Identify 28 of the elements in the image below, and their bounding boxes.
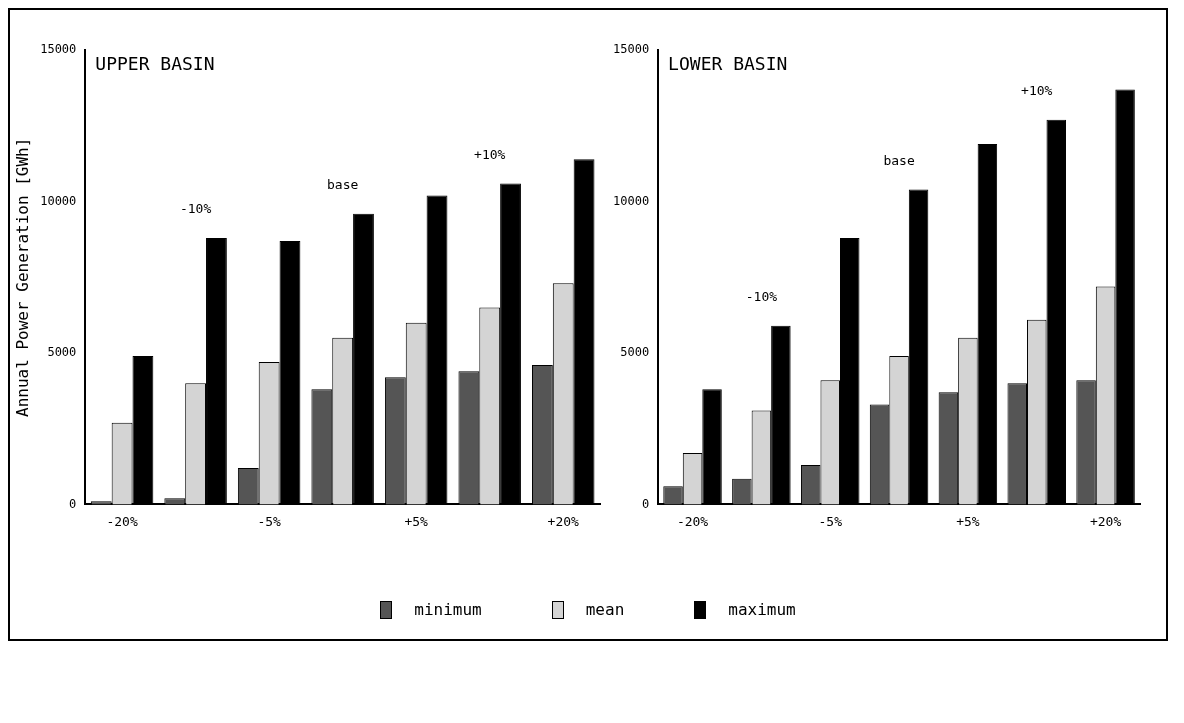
chart-title: LOWER BASIN — [668, 52, 788, 74]
annotation: +10% — [1021, 83, 1053, 99]
x-tick-label: -5% — [818, 513, 843, 529]
x-tick-label: +20% — [1089, 513, 1122, 529]
y-tick-label: 15000 — [40, 42, 77, 57]
chart-title: UPPER BASIN — [95, 52, 215, 74]
y-tick-label: 10000 — [40, 193, 77, 208]
x-tick-label: +5% — [404, 513, 429, 529]
x-tick-label: -5% — [257, 513, 282, 529]
x-tick-label: +5% — [956, 513, 980, 529]
x-tick-label: +20% — [547, 513, 580, 529]
annotation: -10% — [745, 289, 778, 305]
annotation: base — [327, 177, 359, 193]
y-tick-label: 15000 — [613, 42, 650, 57]
y-tick-label: 5000 — [620, 345, 650, 360]
y-axis-title: Annual Power Generation [GWh] — [12, 137, 32, 417]
legend-label: maximum — [728, 600, 796, 619]
x-tick-label: -20% — [106, 513, 138, 529]
annotation: base — [883, 152, 915, 168]
y-tick-label: 5000 — [47, 345, 77, 360]
annotation: +10% — [474, 146, 506, 162]
y-tick-label: 10000 — [613, 193, 650, 208]
y-tick-label: 0 — [641, 496, 650, 511]
y-tick-label: 0 — [69, 496, 77, 511]
x-tick-label: -20% — [676, 513, 709, 529]
annotation: -10% — [179, 201, 212, 217]
legend-label: minimum — [414, 600, 482, 619]
legend-label: mean — [585, 600, 625, 619]
